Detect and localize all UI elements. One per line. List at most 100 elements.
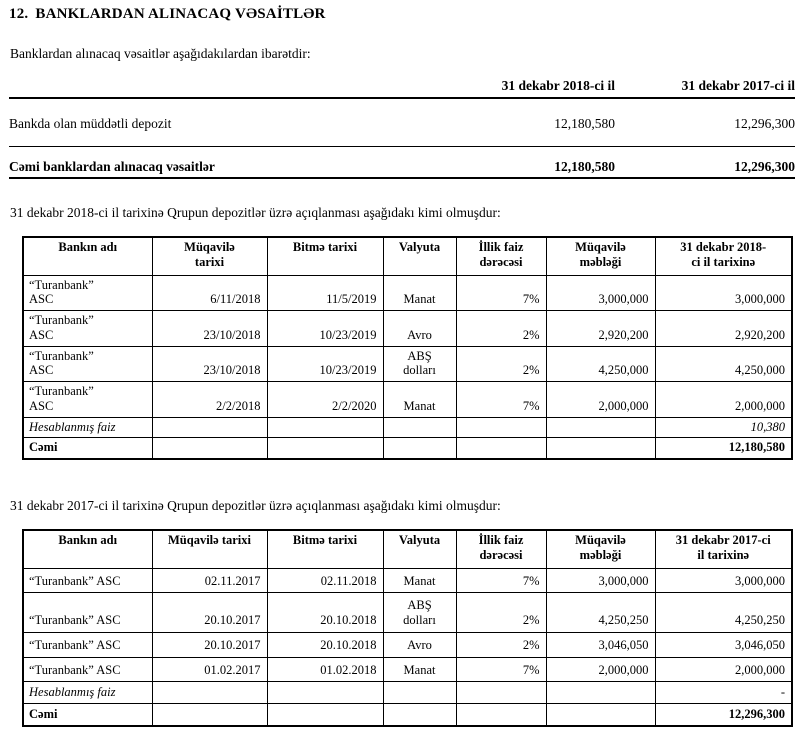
section-title: BANKLARDAN ALINACAQ VƏSAİTLƏR xyxy=(35,6,326,22)
summary-total-row: Cəmi banklardan alınacaq vəsaitlər 12,18… xyxy=(9,147,795,179)
accrued-interest-label: Hesablanmış faiz xyxy=(22,416,153,439)
total-label: Cəmi xyxy=(22,437,153,460)
total-value: 12,296,300 xyxy=(654,702,793,727)
total-row: Cəmi 12,296,300 xyxy=(22,702,793,727)
balance-cell: 3,000,000 xyxy=(654,274,793,311)
header-bank-name: Bankın adı xyxy=(22,529,153,569)
empty-cell xyxy=(151,437,268,460)
table-row: “Turanbank” ASC 23/10/2018 10/23/2019 AB… xyxy=(22,345,793,382)
empty-cell xyxy=(545,437,656,460)
empty-cell xyxy=(266,681,384,704)
currency-cell: Avro xyxy=(382,631,457,658)
deposits-2018-table: Bankın adı Müqavilə tarixi Bitmə tarixi … xyxy=(22,236,793,460)
header-contract-amount: Müqavilə məbləği xyxy=(545,236,656,276)
contract-amount-cell: 2,000,000 xyxy=(545,381,656,418)
bank-name-cell: “Turanbank” ASC xyxy=(22,592,153,633)
currency-cell: Manat xyxy=(382,381,457,418)
balance-cell: 4,250,250 xyxy=(654,592,793,633)
empty-cell xyxy=(545,702,656,727)
interest-rate-cell: 2% xyxy=(455,631,547,658)
summary-col-header-2018: 31 dekabr 2018-ci il xyxy=(501,78,615,93)
empty-cell xyxy=(382,681,457,704)
summary-table: 31 dekabr 2018-ci il 31 dekabr 2017-ci i… xyxy=(9,78,795,179)
accrued-interest-row: Hesablanmış faiz - xyxy=(22,681,793,704)
balance-cell: 2,920,200 xyxy=(654,310,793,347)
contract-amount-cell: 4,250,000 xyxy=(545,345,656,382)
currency-cell: ABŞ dolları xyxy=(382,592,457,633)
accrued-interest-value: 10,380 xyxy=(654,416,793,439)
intro-paragraph: Banklardan alınacaq vəsaitlər aşağıdakıl… xyxy=(10,46,311,61)
empty-cell xyxy=(151,416,268,439)
contract-date-cell: 02.11.2017 xyxy=(151,567,268,594)
interest-rate-cell: 2% xyxy=(455,592,547,633)
summary-total-value-2017: 12,296,300 xyxy=(734,159,795,174)
end-date-cell: 10/23/2019 xyxy=(266,345,384,382)
section-number: 12. xyxy=(9,6,29,22)
summary-row-value-2017: 12,296,300 xyxy=(734,116,795,131)
contract-date-cell: 20.10.2017 xyxy=(151,592,268,633)
end-date-cell: 2/2/2020 xyxy=(266,381,384,418)
total-value: 12,180,580 xyxy=(654,437,793,460)
contract-date-cell: 23/10/2018 xyxy=(151,310,268,347)
contract-amount-cell: 2,000,000 xyxy=(545,656,656,683)
table-header-row: Bankın adı Müqavilə tarixi Bitmə tarixi … xyxy=(22,529,793,569)
interest-rate-cell: 7% xyxy=(455,274,547,311)
accrued-interest-value: - xyxy=(654,681,793,704)
empty-cell xyxy=(382,702,457,727)
interest-rate-cell: 7% xyxy=(455,567,547,594)
header-contract-date: Müqavilə tarixi xyxy=(151,236,268,276)
summary-total-label: Cəmi banklardan alınacaq vəsaitlər xyxy=(9,159,215,174)
accrued-interest-label: Hesablanmış faiz xyxy=(22,681,153,704)
note-2018: 31 dekabr 2018-ci il tarixinə Qrupun dep… xyxy=(10,205,501,220)
empty-cell xyxy=(455,416,547,439)
table-row: “Turanbank” ASC 6/11/2018 11/5/2019 Mana… xyxy=(22,274,793,311)
balance-cell: 2,000,000 xyxy=(654,381,793,418)
summary-row-label: Bankda olan müddətli depozit xyxy=(9,116,172,131)
currency-cell: Manat xyxy=(382,656,457,683)
header-currency: Valyuta xyxy=(382,529,457,569)
end-date-cell: 10/23/2019 xyxy=(266,310,384,347)
contract-amount-cell: 3,046,050 xyxy=(545,631,656,658)
contract-date-cell: 20.10.2017 xyxy=(151,631,268,658)
bank-name-cell: “Turanbank” ASC xyxy=(22,381,153,418)
header-bank-name: Bankın adı xyxy=(22,236,153,276)
header-interest-rate: İllik faiz dərəcəsi xyxy=(455,236,547,276)
bank-name-cell: “Turanbank” ASC xyxy=(22,274,153,311)
contract-amount-cell: 3,000,000 xyxy=(545,274,656,311)
note-2017: 31 dekabr 2017-ci il tarixinə Qrupun dep… xyxy=(10,498,501,513)
interest-rate-cell: 7% xyxy=(455,381,547,418)
interest-rate-cell: 7% xyxy=(455,656,547,683)
interest-rate-cell: 2% xyxy=(455,345,547,382)
summary-total-value-2018: 12,180,580 xyxy=(554,159,615,174)
end-date-cell: 20.10.2018 xyxy=(266,592,384,633)
table-header-row: Bankın adı Müqavilə tarixi Bitmə tarixi … xyxy=(22,236,793,276)
contract-amount-cell: 3,000,000 xyxy=(545,567,656,594)
header-balance: 31 dekabr 2017-ci il tarixinə xyxy=(654,529,793,569)
currency-cell: Manat xyxy=(382,274,457,311)
bank-name-cell: “Turanbank” ASC xyxy=(22,567,153,594)
summary-row-value-2018: 12,180,580 xyxy=(554,116,615,131)
bank-name-cell: “Turanbank” ASC xyxy=(22,310,153,347)
empty-cell xyxy=(455,681,547,704)
table-row: “Turanbank” ASC 20.10.2017 20.10.2018 AB… xyxy=(22,592,793,633)
end-date-cell: 02.11.2018 xyxy=(266,567,384,594)
table-row: “Turanbank” ASC 2/2/2018 2/2/2020 Manat … xyxy=(22,381,793,418)
empty-cell xyxy=(266,702,384,727)
empty-cell xyxy=(382,416,457,439)
empty-cell xyxy=(455,702,547,727)
contract-amount-cell: 4,250,250 xyxy=(545,592,656,633)
balance-cell: 3,046,050 xyxy=(654,631,793,658)
table-row: “Turanbank” ASC 23/10/2018 10/23/2019 Av… xyxy=(22,310,793,347)
empty-cell xyxy=(545,416,656,439)
currency-cell: Manat xyxy=(382,567,457,594)
empty-cell xyxy=(455,437,547,460)
accrued-interest-row: Hesablanmış faiz 10,380 xyxy=(22,416,793,439)
empty-cell xyxy=(545,681,656,704)
contract-date-cell: 23/10/2018 xyxy=(151,345,268,382)
empty-cell xyxy=(382,437,457,460)
bank-name-cell: “Turanbank” ASC xyxy=(22,631,153,658)
balance-cell: 2,000,000 xyxy=(654,656,793,683)
total-row: Cəmi 12,180,580 xyxy=(22,437,793,460)
contract-date-cell: 01.02.2017 xyxy=(151,656,268,683)
